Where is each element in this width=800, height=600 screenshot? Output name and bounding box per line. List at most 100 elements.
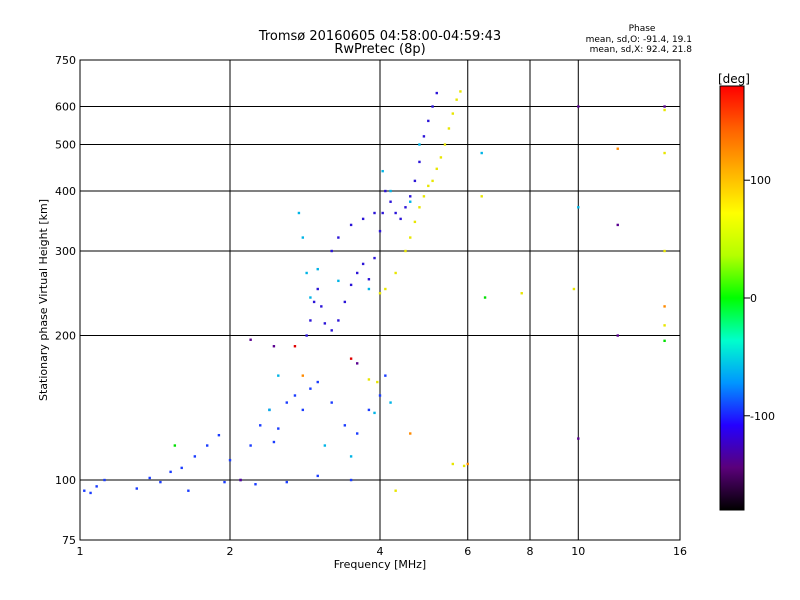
scatter-point xyxy=(355,362,359,365)
scatter-point xyxy=(384,374,387,377)
scatter-point xyxy=(663,305,666,308)
y-tick-label: 400 xyxy=(55,185,76,198)
chart-title: Tromsø 20160605 04:58:00-04:59:43 xyxy=(258,29,501,44)
scatter-point xyxy=(349,478,353,482)
scatter-point xyxy=(272,345,276,348)
scatter-point xyxy=(451,112,455,115)
scatter-point xyxy=(399,217,402,221)
scatter-point xyxy=(349,223,353,227)
scatter-point xyxy=(373,211,376,215)
x-tick-label: 1 xyxy=(77,545,84,558)
scatter-point xyxy=(349,283,353,287)
scatter-point xyxy=(135,487,138,490)
scatter-point xyxy=(223,480,226,484)
scatter-point xyxy=(330,329,333,332)
scatter-point xyxy=(355,432,359,435)
scatter-point xyxy=(239,478,242,482)
phase-info-x: mean, sd,X: 92.4, 21.8 xyxy=(590,45,693,55)
scatter-point xyxy=(520,292,523,295)
scatter-point xyxy=(381,211,384,215)
scatter-point xyxy=(316,474,319,478)
scatter-point xyxy=(316,267,319,271)
scatter-point xyxy=(480,195,483,198)
scatter-point xyxy=(404,206,407,209)
scatter-point xyxy=(95,485,98,488)
scatter-point xyxy=(466,462,469,466)
scatter-point xyxy=(483,296,487,299)
scatter-point xyxy=(422,195,426,198)
colorbar-tick-label: 0 xyxy=(750,292,757,305)
scatter-point xyxy=(89,491,92,495)
scatter-point xyxy=(439,156,443,159)
scatter-point xyxy=(228,458,232,462)
scatter-point xyxy=(305,334,308,337)
scatter-point xyxy=(343,424,347,427)
scatter-point xyxy=(285,480,288,484)
y-tick-label: 600 xyxy=(55,101,76,114)
scatter-point xyxy=(663,339,666,343)
scatter-point xyxy=(431,105,434,108)
scatter-point xyxy=(404,249,407,253)
scatter-point xyxy=(323,444,327,447)
scatter-point xyxy=(663,108,666,112)
scatter-point xyxy=(254,483,257,486)
scatter-point xyxy=(301,236,305,239)
scatter-point xyxy=(413,220,417,224)
x-axis-ticks: 1 2 4 6 8 10 16 xyxy=(77,545,688,558)
scatter-point xyxy=(394,271,397,275)
data-points xyxy=(83,90,666,495)
scatter-point xyxy=(301,408,305,412)
scatter-point xyxy=(384,287,387,291)
scatter-point xyxy=(389,189,392,193)
scatter-point xyxy=(435,91,438,95)
scatter-point xyxy=(409,236,412,239)
scatter-point xyxy=(418,143,421,146)
y-axis-label: Stationary phase Virtual Height [km] xyxy=(37,199,50,401)
scatter-point xyxy=(349,455,353,458)
scatter-point xyxy=(663,249,666,253)
y-tick-label: 200 xyxy=(55,330,76,343)
chart-subtitle: RwPretec (8p) xyxy=(334,42,425,57)
scatter-point xyxy=(572,287,576,291)
y-tick-label: 750 xyxy=(55,54,76,67)
x-tick-label: 8 xyxy=(527,545,534,558)
scatter-point xyxy=(443,143,447,146)
y-tick-label: 75 xyxy=(62,534,76,547)
scatter-point xyxy=(447,127,451,130)
scatter-point xyxy=(277,427,280,430)
scatter-point xyxy=(409,432,412,435)
scatter-point xyxy=(616,147,619,150)
scatter-point xyxy=(451,462,455,466)
scatter-point xyxy=(268,408,271,412)
x-tick-label: 16 xyxy=(673,545,687,558)
scatter-point xyxy=(103,478,106,482)
scatter-point xyxy=(367,287,371,291)
scatter-point xyxy=(293,345,297,348)
scatter-point xyxy=(422,135,426,138)
scatter-point xyxy=(577,437,580,440)
scatter-point xyxy=(409,200,412,203)
scatter-point xyxy=(330,249,333,253)
scatter-point xyxy=(462,464,466,468)
scatter-point xyxy=(159,480,162,484)
scatter-point xyxy=(205,444,209,447)
scatter-point xyxy=(373,411,376,415)
scatter-point xyxy=(337,319,340,322)
scatter-point xyxy=(394,211,397,215)
scatter-point xyxy=(418,206,421,209)
scatter-point xyxy=(455,98,458,101)
scatter-point xyxy=(249,444,252,447)
colorbar-tick-label: 100 xyxy=(750,174,771,187)
scatter-point xyxy=(663,105,666,108)
phase-info-title: Phase xyxy=(629,24,656,34)
scatter-point xyxy=(320,305,323,308)
chart-grid xyxy=(80,60,680,540)
scatter-point xyxy=(373,256,376,260)
scatter-point xyxy=(427,119,430,123)
scatter-point xyxy=(330,401,333,404)
scatter-point xyxy=(616,223,619,227)
scatter-point xyxy=(323,322,327,325)
x-tick-label: 2 xyxy=(227,545,234,558)
y-tick-label: 500 xyxy=(55,139,76,152)
